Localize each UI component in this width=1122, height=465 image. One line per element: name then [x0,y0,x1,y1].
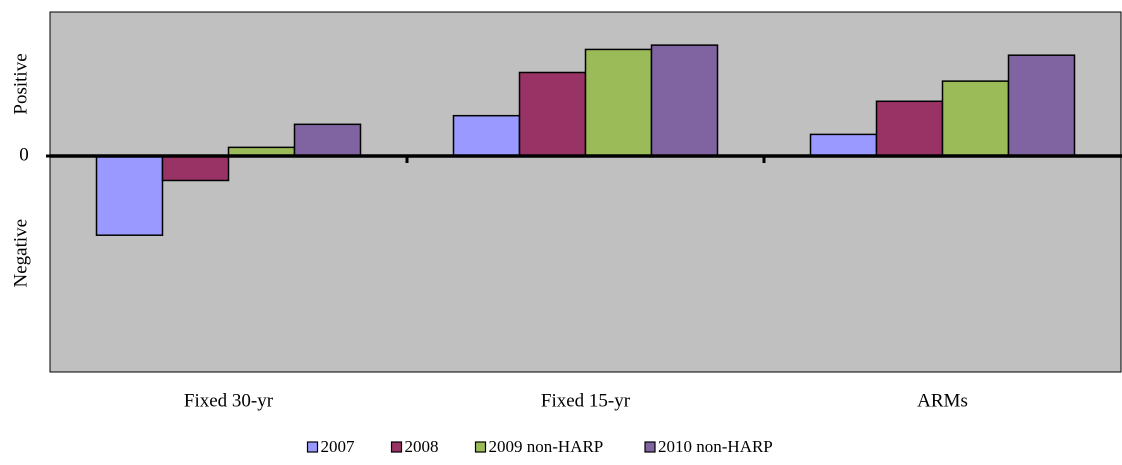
bar [1007,54,1076,157]
bar [875,100,944,157]
bar [941,80,1010,157]
x-tick-label: Fixed 15-yr [541,390,631,411]
legend-swatch [474,441,487,453]
bar [161,155,230,182]
bar [518,71,587,157]
legend-label: 2008 [405,437,439,456]
bar [95,155,164,236]
legend-label: 2007 [321,437,356,456]
x-tick-label: ARMs [917,390,968,411]
bar [809,133,878,157]
legend-label: 2009 non-HARP [489,437,604,456]
legend-swatch [390,441,403,453]
legend-swatch [644,441,656,453]
legend-swatch [306,441,319,453]
x-tick-label: Fixed 30-yr [184,390,274,411]
bar [650,44,719,157]
bar [293,123,362,157]
y-tick-label: 0 [19,144,29,165]
y-axis-annotation: Positive [10,53,31,114]
bar [584,48,653,157]
bar [452,114,521,157]
legend-label: 2010 non-HARP [658,437,773,456]
y-axis-annotation: Negative [10,219,31,288]
